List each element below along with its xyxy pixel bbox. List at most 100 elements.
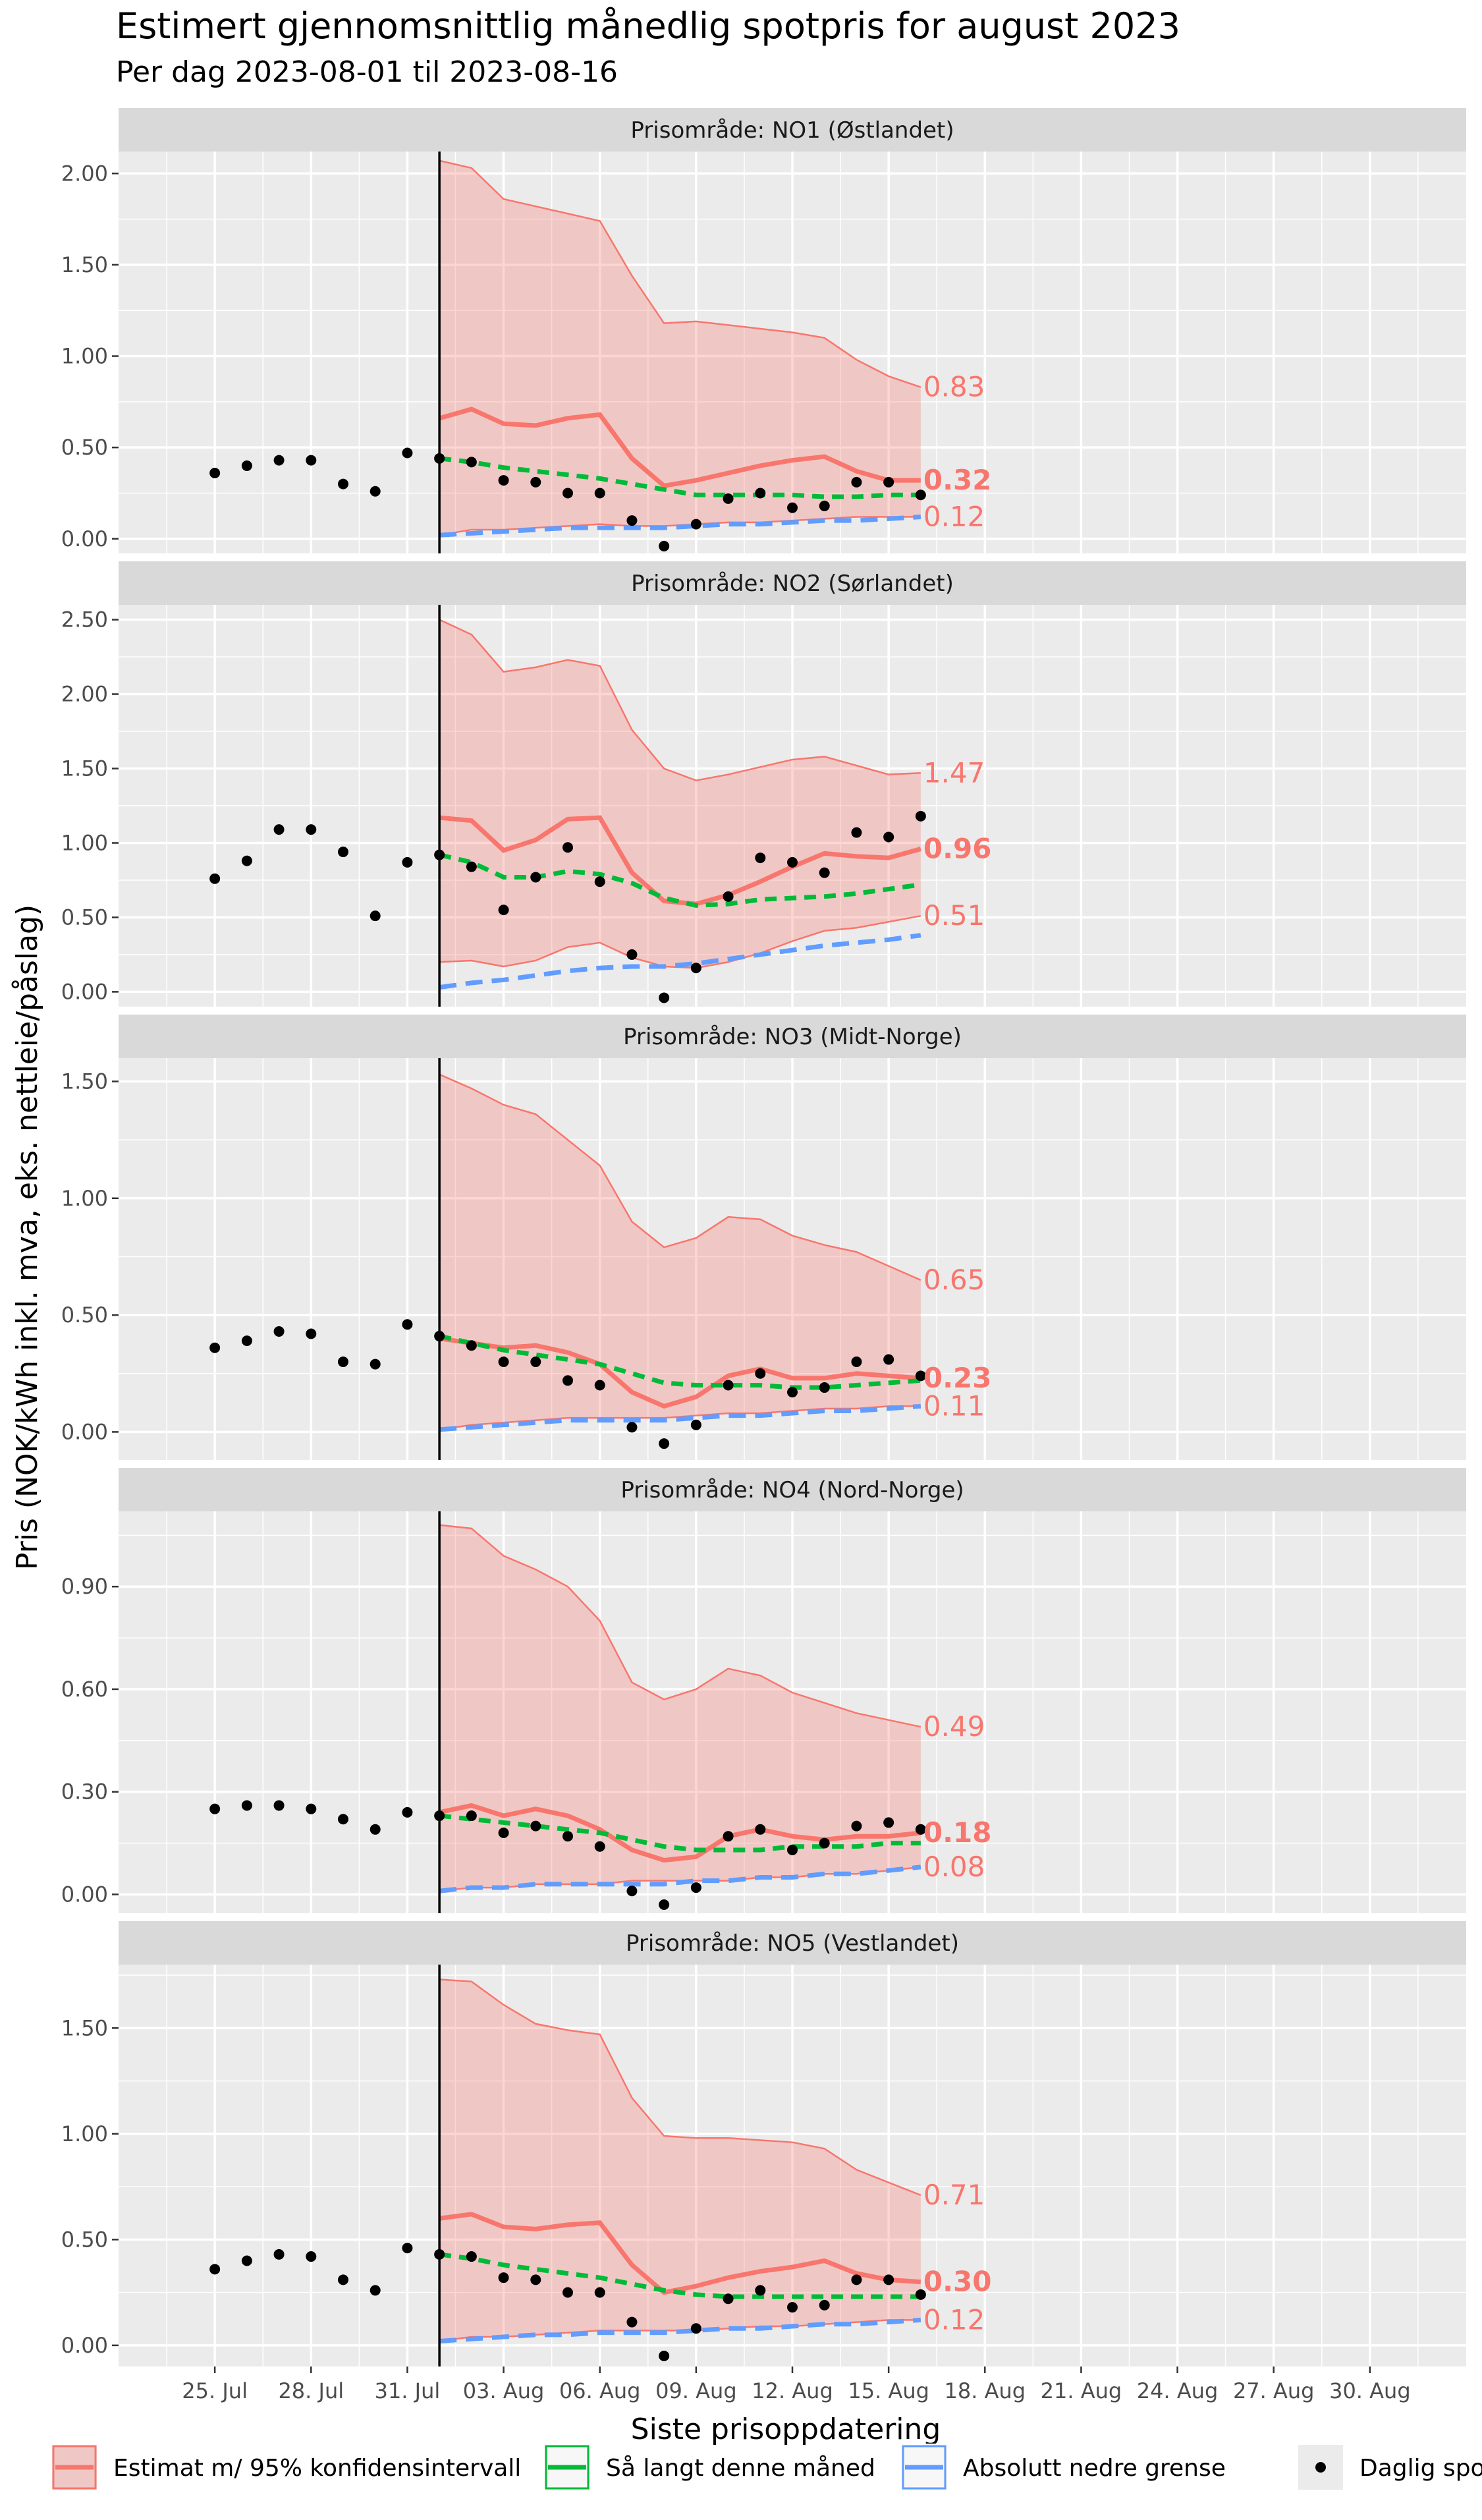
x-tick-label: 25. Jul [182,2378,248,2403]
daily-price-point [819,500,830,511]
daily-price-point [787,2302,798,2313]
facet-strip [119,1468,1466,1511]
daily-price-point [626,949,638,960]
so-far-line [439,1813,921,1853]
daily-price-point [594,1380,605,1391]
y-tick-label: 0.50 [61,905,108,930]
daily-price-point [434,1810,445,1822]
x-tick-label: 15. Aug [848,2378,929,2403]
upper-value-label: 0.83 [923,371,985,403]
lower-bound-line [439,1864,921,1893]
daily-price-point [402,447,413,459]
lower-bound-line [439,1403,921,1432]
legend-key-2 [543,2444,591,2491]
daily-price-point [690,1419,701,1430]
facet-panel-1: Prisområde: NO1 (Østlandet) 0.00 0.50 1.00 1… [61,108,1466,553]
y-tick-label: 1.00 [61,2121,108,2146]
legend-key-1 [51,2444,98,2491]
daily-price-point [915,490,926,501]
x-tick-label: 18. Aug [945,2378,1026,2403]
x-tick-label: 09. Aug [655,2378,737,2403]
daily-price-point [498,905,509,916]
estimate-value-label: 0.23 [923,1362,992,1394]
legend-label: Absolutt nedre grense [963,2455,1226,2482]
daily-price-point [338,1814,348,1825]
daily-price-point [563,842,573,853]
daily-price-point [787,856,798,868]
daily-price-point [209,1803,221,1814]
x-tick-label: 21. Aug [1041,2378,1122,2403]
estimate-value-label: 0.30 [923,2266,992,2298]
y-tick-label: 1.50 [61,1069,108,1094]
y-tick-label: 1.00 [61,344,108,369]
legend-key-4 [1297,2444,1344,2491]
daily-price-point [209,2264,221,2275]
daily-price-point [690,2323,701,2334]
daily-price-point [883,1354,894,1365]
daily-price-point [402,856,413,868]
x-tick-label: 24. Aug [1137,2378,1219,2403]
daily-price-point [241,1800,252,1811]
daily-price-point [273,1800,285,1811]
lower-bound-line [439,933,921,990]
confidence-band [439,1979,921,2341]
daily-price-point [306,1803,317,1814]
daily-price-point [723,1831,734,1842]
daily-price-point [466,2251,477,2262]
facet-panel-4: Prisområde: NO4 (Nord-Norge) 0.00 0.30 0.60… [61,1468,1466,1913]
confidence-band [439,1525,921,1891]
daily-price-point [851,2274,862,2285]
facet-strip [119,561,1466,605]
confidence-band [439,1074,921,1430]
daily-price-point [659,2350,670,2361]
daily-price-point [723,493,734,504]
daily-price-point [402,1806,413,1818]
upper-value-label: 0.65 [923,1264,985,1296]
daily-price-point [498,475,509,486]
daily-price-point [594,488,605,499]
daily-price-point [594,1841,605,1852]
y-tick-label: 0.00 [61,526,108,551]
daily-price-point [755,2285,766,2296]
y-tick-label: 1.50 [61,252,108,277]
daily-price-point [690,1882,701,1893]
daily-price-point [530,476,541,488]
facet-panel-2: Prisområde: NO2 (Sørlandet) 0.00 0.50 1.00 1… [61,561,1466,1007]
daily-price-point [209,1342,221,1353]
y-tick-label: 1.00 [61,1186,108,1211]
lower-value-label: 0.12 [923,2303,985,2336]
x-tick-label: 06. Aug [559,2378,641,2403]
daily-price-point [498,2272,509,2283]
daily-price-point [338,478,348,490]
estimate-value-label: 0.18 [923,1816,992,1849]
estimate-line [439,406,921,489]
y-tick-label: 0.30 [61,1779,108,1805]
daily-price-point [402,1319,413,1330]
y-tick-label: 0.00 [61,1882,108,1907]
daily-price-point [306,2251,317,2262]
ci-upper-line [439,159,921,388]
lower-bound-line [439,2317,921,2343]
lower-bound-line [439,515,921,538]
legend-label: Estimat m/ 95% konfidensintervall [113,2455,521,2482]
daily-price-point [594,2287,605,2298]
ci-upper-line [439,1978,921,2197]
daily-price-point [273,824,285,835]
daily-price-point [883,476,894,488]
daily-price-point [690,518,701,530]
y-tick-label: 2.50 [61,607,108,632]
x-tick-label: 12. Aug [752,2378,833,2403]
daily-price-point [659,540,670,551]
legend-label: Så langt denne måned [606,2455,875,2482]
estimate-line [439,815,921,907]
so-far-line [439,1333,921,1390]
daily-price-point [883,1817,894,1828]
daily-price-point [819,867,830,878]
y-tick-label: 0.60 [61,1677,108,1702]
daily-price-point [755,1368,766,1379]
daily-price-point [530,2274,541,2285]
daily-price-point [466,1810,477,1822]
so-far-line [439,2252,921,2299]
daily-price-point [787,502,798,513]
daily-price-point [851,1820,862,1832]
